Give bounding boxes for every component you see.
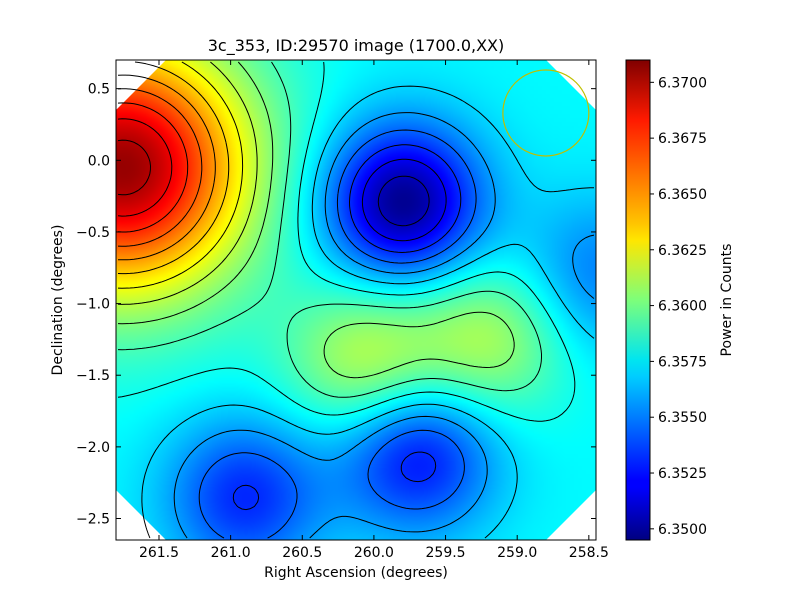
- x-tick-label: 259.0: [497, 545, 537, 561]
- y-tick-label: −0.5: [76, 225, 110, 241]
- x-tick-label: 261.0: [211, 545, 251, 561]
- colorbar-ticks: 6.3500 6.3525 6.3550 6.3575 6.3600 6.3625 6.36…: [650, 75, 707, 538]
- contour-line: [117, 118, 173, 217]
- contour-line: [117, 74, 216, 261]
- beam-circle: [502, 69, 590, 157]
- contour-line: [361, 158, 447, 242]
- colorbar-tick-label: 6.3525: [658, 466, 707, 482]
- x-axis: 261.5 261.0 260.5 260.0 259.5 259.0 258.5: [139, 60, 609, 561]
- y-tick-label: −1.5: [76, 368, 110, 384]
- colorbar-tick-label: 6.3575: [658, 354, 707, 370]
- y-tick-label: 0.0: [88, 153, 110, 169]
- y-tick-label: −1.0: [76, 297, 110, 313]
- colorbar-tick-label: 6.3675: [658, 131, 707, 147]
- x-tick-label: 261.5: [139, 545, 179, 561]
- contour-line: [117, 61, 244, 289]
- x-tick-label: 260.5: [282, 545, 322, 561]
- colorbar-tick-label: 6.3500: [658, 522, 707, 538]
- heatmap-area: [116, 60, 596, 540]
- colorbar-tick-label: 6.3700: [658, 75, 707, 91]
- colorbar-tick-label: 6.3550: [658, 410, 707, 426]
- plot-frame: [115, 59, 597, 541]
- contour-line: [117, 139, 151, 196]
- colorbar-tick-label: 6.3625: [658, 243, 707, 259]
- colorbar-tick-label: 6.3600: [658, 299, 707, 315]
- contour-line: [117, 102, 189, 233]
- colorbar-label: Power in Counts: [719, 244, 735, 357]
- x-axis-label: Right Ascension (degrees): [264, 565, 448, 581]
- contour-line: [232, 144, 462, 511]
- colorbar-gradient: [625, 59, 651, 541]
- contour-line: [377, 175, 430, 227]
- contour-line: [117, 61, 230, 275]
- contour-line: [117, 61, 542, 398]
- x-tick-label: 259.5: [426, 545, 466, 561]
- y-axis: 0.5 0.0 −0.5 −1.0 −1.5 −2.0 −2.5: [76, 82, 596, 528]
- contour-line: [117, 61, 576, 422]
- y-axis-label: Declination (degrees): [50, 225, 66, 376]
- contour-line: [173, 112, 595, 539]
- contour-line: [117, 61, 258, 305]
- y-tick-label: 0.5: [88, 82, 110, 98]
- colorbar: 6.3500 6.3525 6.3550 6.3575 6.3600 6.3625 6.36…: [625, 59, 735, 541]
- contour-line: [141, 85, 595, 539]
- y-tick-label: −2.0: [76, 440, 110, 456]
- y-tick-label: −2.5: [76, 512, 110, 528]
- contour-lines: [117, 61, 595, 539]
- heatmap-image: [116, 60, 596, 540]
- x-tick-label: 260.0: [354, 545, 394, 561]
- contour-line: [117, 61, 515, 379]
- chart-title: 3c_353, ID:29570 image (1700.0,XX): [208, 36, 505, 56]
- colorbar-tick-label: 6.3650: [658, 187, 707, 203]
- x-tick-label: 258.5: [569, 545, 609, 561]
- contour-line: [198, 129, 477, 539]
